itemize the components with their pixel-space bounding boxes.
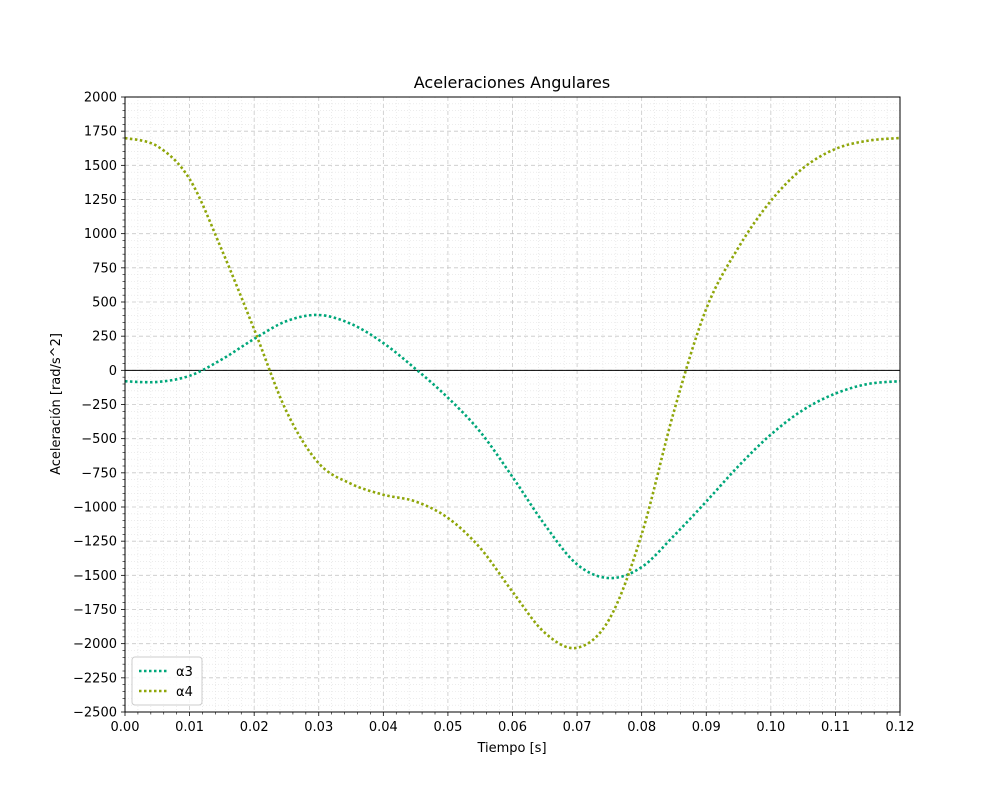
x-tick-label: 0.11 [821,720,850,735]
y-tick-label: 1000 [84,227,117,242]
y-tick-label: 0 [109,364,117,379]
y-tick-label: 1250 [84,193,117,208]
x-tick-label: 0.12 [886,720,915,735]
chart-title: Aceleraciones Angulares [414,73,610,92]
x-tick-label: 0.09 [692,720,721,735]
y-axis-label: Aceleración [rad/s^2] [49,333,64,475]
x-tick-label: 0.08 [627,720,656,735]
x-tick-label: 0.02 [240,720,269,735]
y-tick-label: 750 [92,261,117,276]
x-tick-label: 0.10 [756,720,785,735]
y-tick-label: −2000 [73,637,117,652]
y-tick-label: 500 [92,296,117,311]
y-tick-label: −500 [81,432,117,447]
y-tick-label: 250 [92,330,117,345]
x-tick-label: 0.01 [175,720,204,735]
x-axis-label: Tiempo [s] [476,741,546,756]
x-tick-label: 0.03 [304,720,333,735]
x-tick-label: 0.07 [563,720,592,735]
legend: α3 α4 [131,656,203,706]
x-tick-label: 0.06 [498,720,527,735]
y-tick-label: −1500 [73,569,117,584]
y-axis: −2500−2250−2000−1750−1500−1250−1000−750−… [73,91,125,721]
legend-box [131,656,203,706]
y-tick-label: −2500 [73,706,117,721]
y-tick-label: −250 [81,398,117,413]
y-tick-label: −2250 [73,671,117,686]
y-tick-label: −1750 [73,603,117,618]
legend-label-alpha3: α3 [176,665,193,680]
legend-label-alpha4: α4 [176,685,193,700]
y-tick-label: 1750 [84,125,117,140]
x-tick-label: 0.04 [369,720,398,735]
x-tick-label: 0.05 [433,720,462,735]
y-tick-label: −750 [81,466,117,481]
y-tick-label: −1000 [73,501,117,516]
x-tick-label: 0.00 [111,720,140,735]
y-tick-label: 1500 [84,159,117,174]
y-tick-label: −1250 [73,535,117,550]
x-axis: 0.00 0.01 0.02 0.03 0.04 0.05 0.06 0.07 0.08 0.09… [111,712,915,735]
y-tick-label: 2000 [84,91,117,106]
